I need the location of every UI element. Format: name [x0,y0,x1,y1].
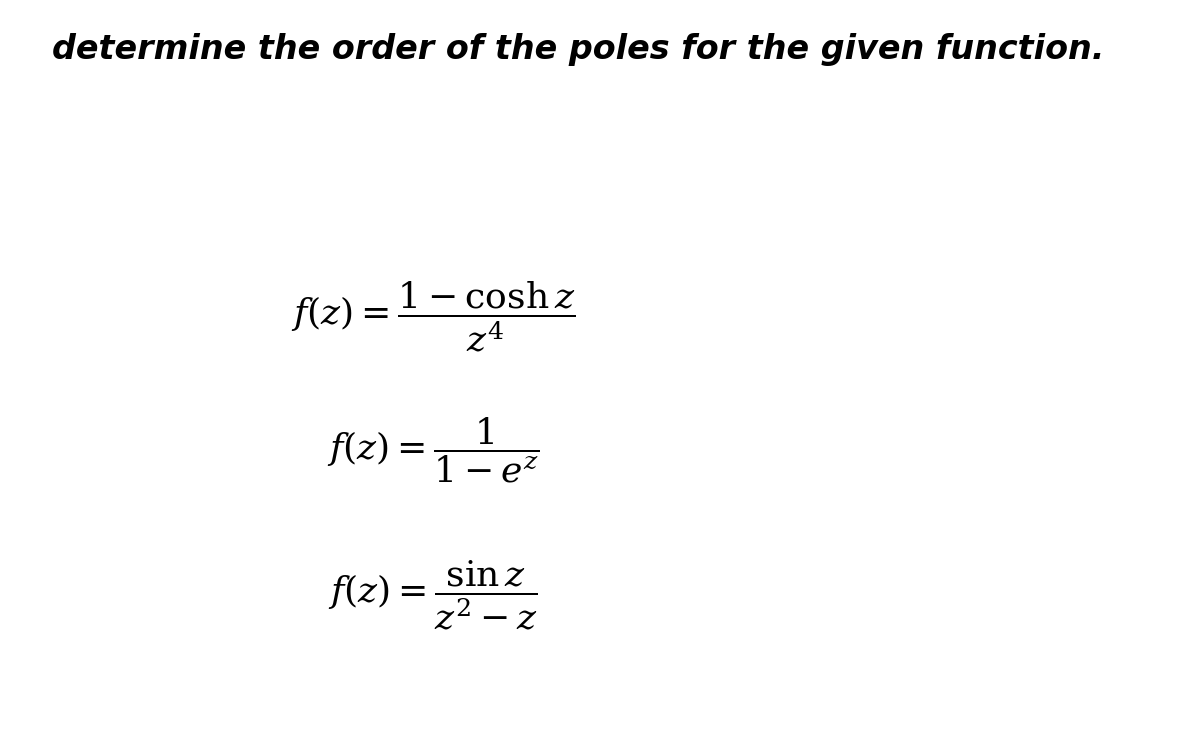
Text: $f(z) = \dfrac{1}{1 - e^z}$: $f(z) = \dfrac{1}{1 - e^z}$ [326,415,540,485]
Text: $f(z) = \dfrac{\sin z}{z^2 - z}$: $f(z) = \dfrac{\sin z}{z^2 - z}$ [329,559,538,632]
Text: determine the order of the poles for the given function.: determine the order of the poles for the… [52,33,1104,66]
Text: $f(z) = \dfrac{1 - \cosh z}{z^4}$: $f(z) = \dfrac{1 - \cosh z}{z^4}$ [290,279,575,353]
